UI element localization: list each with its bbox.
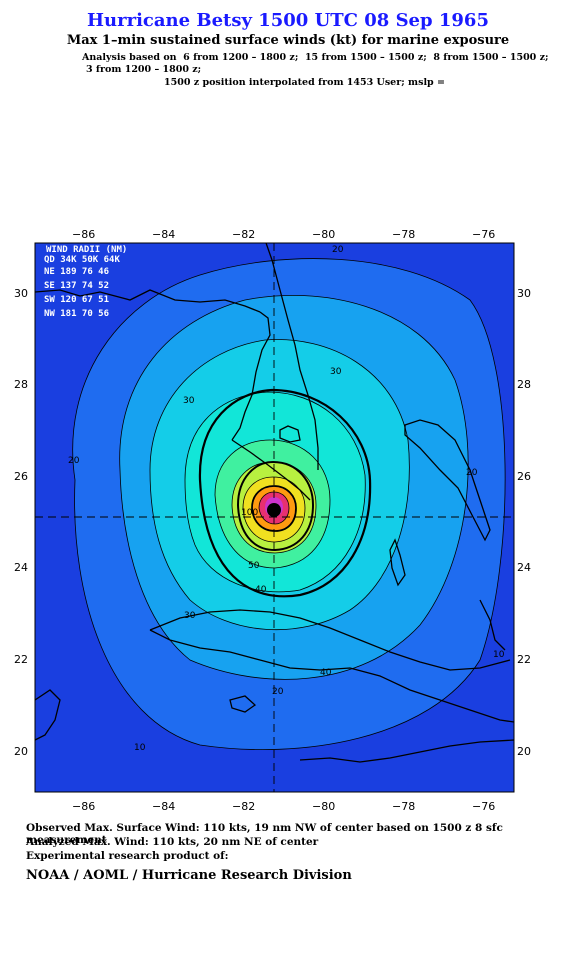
analysis-line-2: 3 from 1200 – 1800 z; [86, 64, 202, 75]
contour-label: 50 [248, 561, 260, 571]
contour-label: 40 [255, 585, 267, 595]
analysis-line-1: Analysis based on 6 from 1200 – 1800 z; … [82, 52, 549, 63]
x-tick-label: −76 [472, 228, 495, 241]
contour-label: 20 [272, 687, 284, 697]
contour-label: 20 [466, 468, 478, 478]
organization-name: NOAA / AOML / Hurricane Research Divisio… [26, 868, 352, 883]
contour-label: 100 [241, 508, 258, 518]
contour-label: 30 [184, 611, 196, 621]
x-tick-label: −78 [392, 228, 415, 241]
radii-row-nw: NW 181 70 56 [44, 309, 109, 319]
x-tick-label: −78 [392, 800, 415, 813]
observed-max-wind: Observed Max. Surface Wind: 110 kts, 19 … [26, 822, 503, 846]
y-tick-label: 28 [14, 378, 28, 391]
x-tick-label: −82 [232, 800, 255, 813]
y-tick-label: 30 [517, 287, 531, 300]
radii-header-2: QD 34K 50K 64K [44, 255, 120, 265]
storm-center-crosshair [35, 243, 514, 792]
y-tick-label: 20 [517, 745, 531, 758]
wind-radius-50kt-line [236, 460, 315, 552]
contour-label: 10 [134, 743, 146, 753]
y-axis-left-labels: 30 28 26 24 22 20 [14, 287, 28, 758]
x-axis-bottom-labels: −86 −84 −82 −80 −78 −76 [72, 800, 495, 813]
wind-contour-field [35, 243, 514, 792]
contour-label: 20 [332, 245, 344, 255]
contour-label: 10 [493, 650, 505, 660]
map-subtitle: Max 1–min sustained surface winds (kt) f… [66, 33, 510, 48]
x-axis-top-labels: −86 −84 −82 −80 −78 −76 [72, 228, 495, 241]
x-tick-label: −84 [152, 800, 175, 813]
coastlines [35, 243, 514, 763]
x-tick-label: −80 [312, 228, 335, 241]
experimental-note: Experimental research product of: [26, 850, 229, 862]
x-tick-label: −82 [232, 228, 255, 241]
contour-label: 30 [330, 367, 342, 377]
x-tick-label: −86 [72, 228, 95, 241]
y-tick-label: 30 [14, 287, 28, 300]
y-tick-label: 26 [14, 470, 28, 483]
x-tick-label: −86 [72, 800, 95, 813]
map-title: Hurricane Betsy 1500 UTC 08 Sep 1965 [87, 10, 489, 31]
y-axis-right-labels: 30 28 26 24 22 20 [517, 287, 531, 758]
analysis-line-3: 1500 z position interpolated from 1453 U… [164, 77, 445, 88]
y-tick-label: 22 [14, 653, 28, 666]
y-tick-label: 24 [14, 561, 28, 574]
radii-row-ne: NE 189 76 46 [44, 267, 109, 277]
radii-row-se: SE 137 74 52 [44, 281, 109, 291]
y-tick-label: 22 [517, 653, 531, 666]
map-frame [34, 242, 515, 793]
contour-label: 30 [183, 396, 195, 406]
contour-label: 40 [320, 668, 332, 678]
y-tick-label: 24 [517, 561, 531, 574]
contour-lines [72, 258, 506, 750]
wind-radius-64kt-line [251, 485, 297, 532]
y-tick-label: 20 [14, 745, 28, 758]
contour-label: 20 [68, 456, 80, 466]
x-tick-label: −80 [312, 800, 335, 813]
y-tick-label: 28 [517, 378, 531, 391]
radii-header-1: WIND RADII (NM) [46, 245, 127, 255]
radii-row-sw: SW 120 67 51 [44, 295, 109, 305]
y-tick-label: 26 [517, 470, 531, 483]
analyzed-max-wind: Analyzed Max. Wind: 110 kts, 20 nm NE of… [26, 836, 319, 848]
wind-radius-34kt-line [198, 388, 372, 598]
x-tick-label: −76 [472, 800, 495, 813]
x-tick-label: −84 [152, 228, 175, 241]
wind-radii-table: WIND RADII (NM) QD 34K 50K 64K NE 189 76… [44, 245, 127, 319]
storm-center-marker [267, 503, 281, 517]
contour-labels: 10 20 30 40 50 20 30 10 20 30 40 20 100 [68, 245, 505, 753]
